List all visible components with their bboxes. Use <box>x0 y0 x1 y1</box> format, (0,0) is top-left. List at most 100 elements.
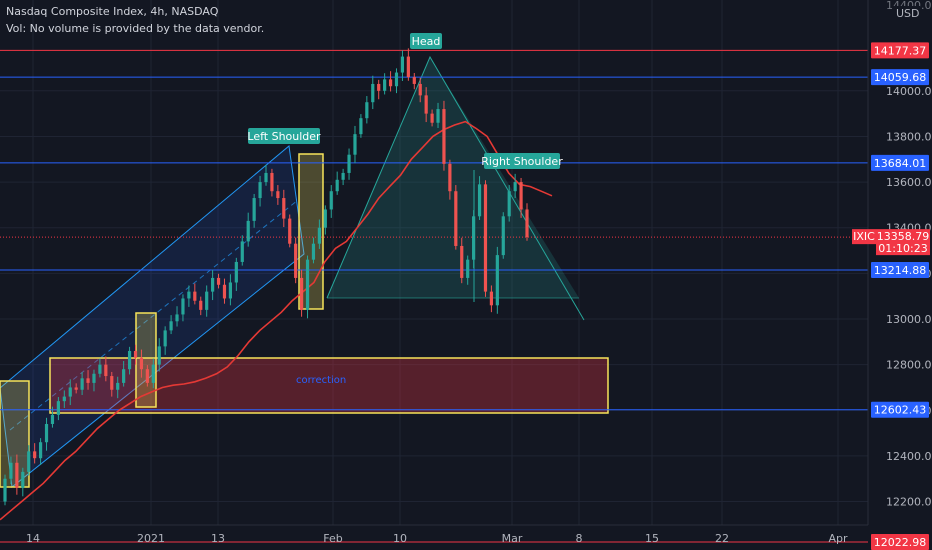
candle-body <box>418 83 422 96</box>
candle-body <box>400 56 405 73</box>
candle-body <box>38 442 43 459</box>
currency-label[interactable]: USD <box>896 7 920 20</box>
candle-body <box>56 401 60 415</box>
candle-body <box>317 227 321 244</box>
candle-body <box>104 364 108 377</box>
candle-body <box>157 346 161 365</box>
candle-body <box>199 300 203 310</box>
candle-body <box>33 451 37 459</box>
candle-body <box>205 291 209 310</box>
price-tick-label: 13600.00 <box>886 176 932 189</box>
pattern-labels[interactable]: Head Left Shoulder Right Shoulder <box>247 33 563 169</box>
head-label: Head <box>412 35 441 48</box>
volume-note: Vol: No volume is provided by the data v… <box>6 22 265 35</box>
channel-midline <box>9 199 299 431</box>
price-tick-label: 12200.00 <box>886 496 932 509</box>
drawing-shapes[interactable]: correction <box>0 55 609 488</box>
right-shoulder-label: Right Shoulder <box>481 155 563 168</box>
candle-body <box>436 109 440 123</box>
candle-body <box>305 259 310 310</box>
candle-body <box>228 282 233 299</box>
price-level-label: 13684.01 <box>874 157 927 170</box>
candle-body <box>74 387 78 390</box>
candle-body <box>424 95 428 114</box>
candle-body <box>383 79 387 91</box>
candle-body <box>80 378 84 390</box>
candles <box>3 48 529 506</box>
candle-body <box>15 462 19 488</box>
candle-body <box>127 350 132 370</box>
candle-body <box>169 321 173 331</box>
candle-body <box>264 172 268 183</box>
candle-body <box>294 243 298 278</box>
symbol-title: Nasdaq Composite Index, 4h, NASDAQ <box>6 5 219 18</box>
candle-body <box>341 172 345 180</box>
candle-body <box>388 79 393 87</box>
candle-body <box>430 113 434 123</box>
time-tick-label: 8 <box>576 532 583 545</box>
candle-body <box>525 209 529 238</box>
time-tick-label: 22 <box>715 532 729 545</box>
current-price-value: 13358.79 <box>877 230 930 243</box>
price-level-badge <box>871 533 929 550</box>
price-tick-label: 12800.00 <box>886 359 932 372</box>
candle-body <box>507 191 511 217</box>
time-tick-label: 14 <box>26 532 40 545</box>
price-axis[interactable]: 14000.0013800.0013600.0013400.0013200.00… <box>852 0 932 550</box>
candle-body <box>216 277 221 285</box>
candle-body <box>145 369 149 383</box>
level-lines[interactable] <box>0 49 868 543</box>
current-price-badge <box>876 229 930 256</box>
candle-body <box>335 179 339 192</box>
price-level-label: 14059.68 <box>874 71 927 84</box>
candle-body <box>163 330 167 347</box>
price-level-label: 13214.88 <box>874 264 927 277</box>
time-tick-label: 10 <box>393 532 407 545</box>
candle-body <box>513 182 517 192</box>
candle-body <box>394 72 399 87</box>
candle-body <box>460 245 464 278</box>
grid-lines <box>0 0 868 525</box>
countdown-timer: 01:10:23 <box>878 242 927 255</box>
candle-body <box>477 184 482 217</box>
candle-body <box>311 243 316 260</box>
candle-body <box>329 191 333 210</box>
candle-body <box>27 451 31 472</box>
left-shoulder-label: Left Shoulder <box>247 130 321 143</box>
candle-body <box>246 220 250 242</box>
candle-body <box>234 261 238 283</box>
candle-body <box>519 182 523 210</box>
candle-body <box>62 396 66 402</box>
price-level-badge <box>871 69 929 86</box>
candle-body <box>68 387 72 397</box>
candle-body <box>98 364 102 374</box>
candle-body <box>282 198 286 219</box>
price-tick-label: 13000.00 <box>886 313 932 326</box>
candle-body <box>133 350 138 358</box>
candle-body <box>359 118 363 135</box>
price-level-badge <box>871 42 929 59</box>
symbol-badge <box>852 229 876 245</box>
left-shoulder-label-bg[interactable] <box>248 128 320 144</box>
time-tick-label: 15 <box>645 532 659 545</box>
candle-body <box>472 216 476 260</box>
candle-body <box>86 378 90 383</box>
candle-body <box>193 291 197 301</box>
candle-body <box>489 291 494 306</box>
price-tick-label: 14000.00 <box>886 85 932 98</box>
candle-body <box>377 83 381 91</box>
candle-body <box>258 182 262 199</box>
right-shoulder-label-bg[interactable] <box>484 153 560 169</box>
candle-body <box>495 255 499 306</box>
symbol-badge-label: IXIC <box>853 230 875 243</box>
candle-body <box>139 357 144 370</box>
time-axis[interactable]: 14 2021 13 Feb 10 Mar 8 15 22 Apr <box>0 524 868 545</box>
candle-body <box>151 364 155 383</box>
price-level-badge <box>871 261 929 278</box>
candle-body <box>21 471 25 488</box>
candle-body <box>276 191 280 199</box>
candle-body <box>501 216 505 256</box>
head-label-bg[interactable] <box>410 33 442 49</box>
